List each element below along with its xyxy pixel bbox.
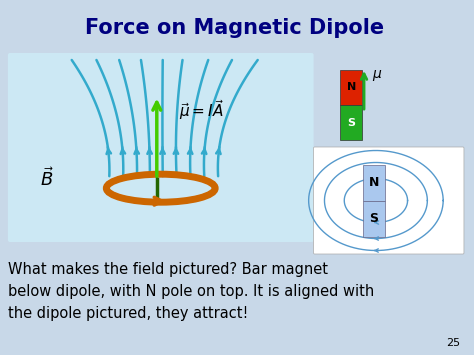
Text: Force on Magnetic Dipole: Force on Magnetic Dipole [85, 18, 384, 38]
Text: S: S [369, 212, 378, 225]
FancyBboxPatch shape [314, 147, 464, 254]
Text: N: N [369, 176, 379, 189]
Bar [363, 201, 385, 236]
Bar [363, 164, 385, 201]
Bar [340, 105, 362, 140]
Text: 25: 25 [446, 338, 460, 348]
Text: S: S [347, 118, 355, 127]
Text: below dipole, with N pole on top. It is aligned with: below dipole, with N pole on top. It is … [8, 284, 374, 299]
Text: $\mu$: $\mu$ [372, 68, 383, 83]
Text: the dipole pictured, they attract!: the dipole pictured, they attract! [8, 306, 248, 321]
Text: What makes the field pictured? Bar magnet: What makes the field pictured? Bar magne… [8, 262, 328, 277]
Text: N: N [346, 82, 356, 93]
Bar [340, 70, 362, 105]
FancyBboxPatch shape [8, 53, 314, 242]
Text: $\vec{B}$: $\vec{B}$ [40, 167, 55, 190]
Text: $\vec{\mu} = I\vec{A}$: $\vec{\mu} = I\vec{A}$ [179, 99, 224, 122]
